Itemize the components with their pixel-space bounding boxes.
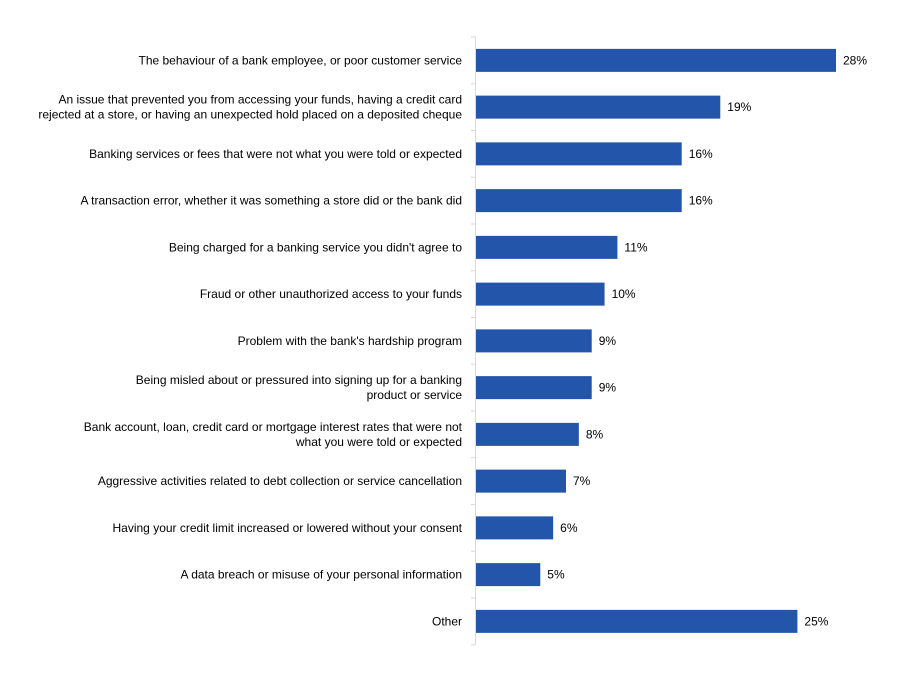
- data-label: 16%: [689, 147, 713, 161]
- data-label: 5%: [547, 568, 565, 582]
- data-label: 28%: [843, 53, 867, 67]
- category-label: The behaviour of a bank employee, or poo…: [138, 53, 462, 67]
- category-label: A data breach or misuse of your personal…: [181, 568, 462, 582]
- bar: [476, 516, 554, 540]
- bar: [476, 48, 836, 72]
- data-label: 6%: [560, 521, 578, 535]
- bar: [476, 469, 566, 493]
- category-label: Bank account, loan, credit card or mortg…: [84, 420, 463, 434]
- data-label: 9%: [599, 334, 617, 348]
- data-label: 19%: [727, 100, 751, 114]
- data-label: 11%: [624, 240, 647, 254]
- category-label: Problem with the bank's hardship program: [238, 334, 462, 348]
- bar: [476, 142, 682, 166]
- data-label: 16%: [689, 194, 713, 208]
- bar: [476, 189, 682, 213]
- bar: [476, 609, 798, 633]
- bar: [476, 329, 592, 353]
- data-label: 9%: [599, 381, 617, 395]
- bar: [476, 235, 618, 259]
- category-label: Being misled about or pressured into sig…: [136, 373, 462, 387]
- data-label: 7%: [573, 474, 591, 488]
- data-label: 10%: [612, 287, 636, 301]
- category-label: Being charged for a banking service you …: [169, 240, 462, 254]
- category-label: An issue that prevented you from accessi…: [58, 93, 462, 107]
- category-label: Fraud or other unauthorized access to yo…: [200, 287, 462, 301]
- bar: [476, 563, 541, 587]
- category-label: Banking services or fees that were not w…: [89, 147, 462, 161]
- category-label: Aggressive activities related to debt co…: [98, 474, 462, 488]
- category-label: product or service: [367, 388, 463, 402]
- bar: [476, 282, 605, 306]
- category-label: Other: [432, 614, 462, 628]
- bar: [476, 95, 721, 119]
- data-label: 25%: [804, 614, 828, 628]
- category-label: Having your credit limit increased or lo…: [113, 521, 463, 535]
- category-label: rejected at a store, or having an unexpe…: [38, 108, 462, 122]
- bar: [476, 422, 579, 446]
- category-label: A transaction error, whether it was some…: [80, 194, 462, 208]
- bar: [476, 376, 592, 400]
- category-label: what you were told or expected: [295, 435, 462, 449]
- data-label: 8%: [586, 427, 604, 441]
